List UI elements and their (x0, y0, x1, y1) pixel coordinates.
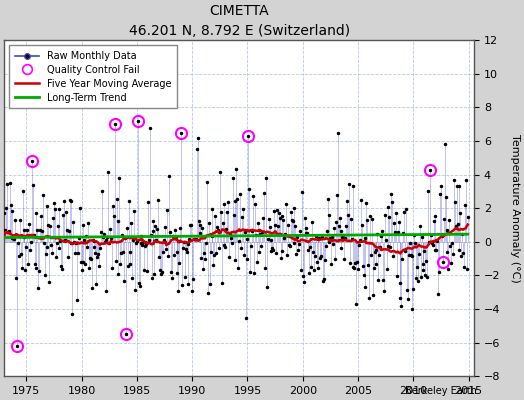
Legend: Raw Monthly Data, Quality Control Fail, Five Year Moving Average, Long-Term Tren: Raw Monthly Data, Quality Control Fail, … (9, 45, 177, 108)
Text: Berkeley Earth: Berkeley Earth (405, 386, 477, 396)
Y-axis label: Temperature Anomaly (°C): Temperature Anomaly (°C) (510, 134, 520, 282)
Title: CIMETTA
46.201 N, 8.792 E (Switzerland): CIMETTA 46.201 N, 8.792 E (Switzerland) (128, 4, 350, 38)
